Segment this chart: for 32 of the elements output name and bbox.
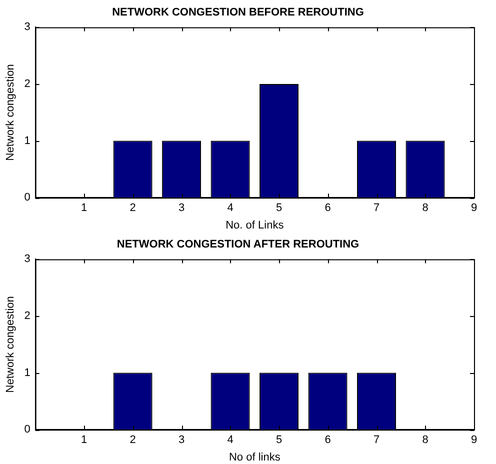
x-tick-label: 8 xyxy=(422,202,428,214)
x-tick-label: 2 xyxy=(130,434,136,446)
y-tick-label: 2 xyxy=(24,78,30,90)
y-tick-label: 3 xyxy=(24,21,30,34)
y-tick-label: 0 xyxy=(24,192,30,204)
x-tick-label: 6 xyxy=(324,434,331,446)
y-axis-title: Network congestion xyxy=(4,296,17,393)
y-tick-label: 2 xyxy=(24,310,30,322)
x-tick-label: 9 xyxy=(470,202,478,214)
x-tick-label: 4 xyxy=(227,434,234,446)
y-tick-label: 3 xyxy=(24,253,30,266)
x-tick-label: 9 xyxy=(470,434,478,446)
x-tick-label: 8 xyxy=(422,434,428,446)
x-axis-title: No. of Links xyxy=(226,219,284,232)
x-tick-label: 5 xyxy=(276,434,282,446)
x-tick-label: 5 xyxy=(276,202,282,214)
x-tick-label: 4 xyxy=(227,202,234,214)
x-tick-label: 6 xyxy=(324,202,331,214)
x-tick-label: 2 xyxy=(130,202,136,214)
x-tick-label: 1 xyxy=(81,202,88,214)
chart-title: NETWORK CONGESTION AFTER REROUTING xyxy=(116,238,360,251)
x-tick-label: 3 xyxy=(178,434,185,446)
x-tick-label: 7 xyxy=(373,434,380,446)
x-axis-title: No of links xyxy=(228,451,281,464)
x-tick-label: 1 xyxy=(81,434,88,446)
y-axis-title: Network congestion xyxy=(4,64,17,161)
y-tick-label: 1 xyxy=(24,366,30,379)
y-tick-label: 0 xyxy=(24,424,30,436)
y-tick-label: 1 xyxy=(24,134,30,147)
chart-title: NETWORK CONGESTION BEFORE REROUTING xyxy=(112,6,364,19)
x-tick-label: 7 xyxy=(373,202,380,214)
x-tick-label: 3 xyxy=(178,202,185,214)
